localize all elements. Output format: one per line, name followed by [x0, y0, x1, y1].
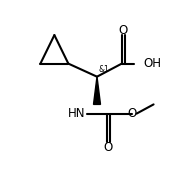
Text: O: O [127, 107, 137, 120]
Text: O: O [104, 141, 113, 154]
Polygon shape [94, 77, 100, 104]
Text: OH: OH [143, 57, 162, 70]
Text: O: O [118, 24, 128, 37]
Text: HN: HN [68, 107, 85, 120]
Text: &1: &1 [99, 65, 109, 74]
